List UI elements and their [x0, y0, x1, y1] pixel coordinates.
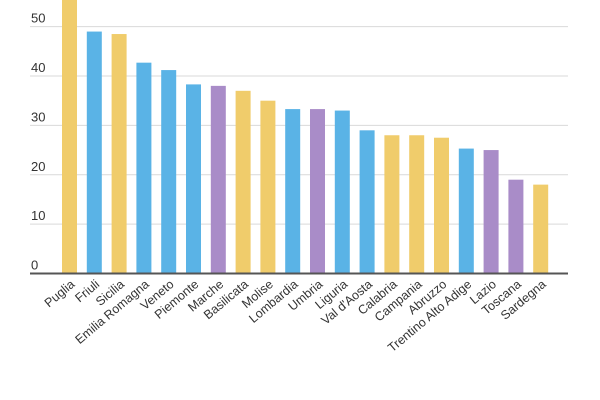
- bar-puglia: [62, 0, 77, 274]
- bar-umbria: [310, 109, 325, 274]
- y-tick-label-0: 0: [31, 258, 38, 273]
- bar-toscana: [508, 179, 524, 274]
- bar-piemonte: [186, 84, 201, 274]
- bar-val-d-aosta: [359, 130, 375, 274]
- bar-veneto: [161, 70, 177, 274]
- bar-calabria: [384, 135, 400, 274]
- bar-molise: [260, 100, 276, 274]
- bar-sicilia: [111, 34, 127, 274]
- y-tick-label-40: 40: [31, 60, 45, 75]
- bar-campania: [409, 135, 425, 274]
- bar-abruzzo: [434, 137, 449, 274]
- bar-trentino-alto-adige: [458, 148, 474, 274]
- bar-friuli: [86, 31, 102, 274]
- bar-emilia-romagna: [136, 62, 152, 274]
- y-axis-ticks: 0 10 20 30 40 50: [31, 11, 45, 273]
- bar-sardegna: [533, 184, 549, 274]
- y-tick-label-10: 10: [31, 208, 45, 223]
- bars: [62, 0, 549, 274]
- bar-basilicata: [235, 90, 251, 274]
- bar-marche: [210, 85, 226, 274]
- y-tick-label-50: 50: [31, 11, 45, 26]
- bar-liguria: [334, 110, 350, 274]
- bar-lombardia: [285, 109, 301, 274]
- y-tick-label-20: 20: [31, 159, 45, 174]
- bar-lazio: [483, 150, 499, 274]
- y-tick-label-30: 30: [31, 109, 45, 124]
